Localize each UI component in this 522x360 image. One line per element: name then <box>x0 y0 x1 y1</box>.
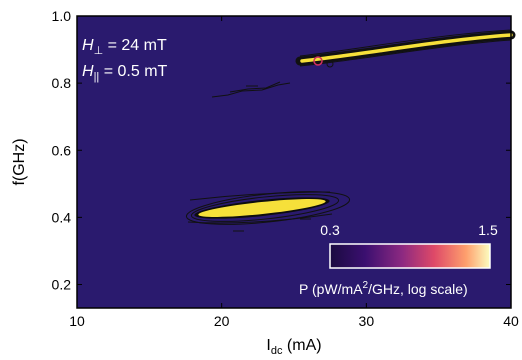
y-tick-label: 0.2 <box>52 277 72 293</box>
colorbar-title: P (pW/mA2/GHz, log scale) <box>299 280 468 297</box>
plot-frame <box>76 15 512 309</box>
upper-mode-feature <box>295 29 516 68</box>
x-axis: 10 20 30 40 <box>69 16 519 329</box>
x-tick-label: 40 <box>503 313 519 329</box>
y-tick-label: 0.6 <box>52 142 72 158</box>
y-axis: 1.0 0.8 0.6 0.4 0.2 <box>52 8 511 293</box>
colorbar-min-label: 0.3 <box>320 222 340 238</box>
y-tick-label: 1.0 <box>52 8 72 24</box>
x-tick-label: 30 <box>359 313 375 329</box>
colorbar: 0.3 1.5 P (pW/mA2/GHz, log scale) <box>299 222 498 297</box>
x-axis-title: Idc (mA) <box>266 337 321 357</box>
colorbar-max-label: 1.5 <box>478 222 498 238</box>
faint-mode-feature <box>211 81 291 98</box>
annotation-h-perp: H⊥ = 24 mT <box>82 37 167 57</box>
x-tick-label: 10 <box>69 313 85 329</box>
annotation-h-par: H|| = 0.5 mT <box>82 63 168 83</box>
lower-mode-feature <box>185 191 351 232</box>
y-tick-label: 0.4 <box>52 209 72 225</box>
y-tick-label: 0.8 <box>52 75 72 91</box>
x-tick-label: 20 <box>214 313 230 329</box>
y-axis-title: f(GHz) <box>11 138 28 185</box>
colorbar-gradient <box>329 243 491 269</box>
